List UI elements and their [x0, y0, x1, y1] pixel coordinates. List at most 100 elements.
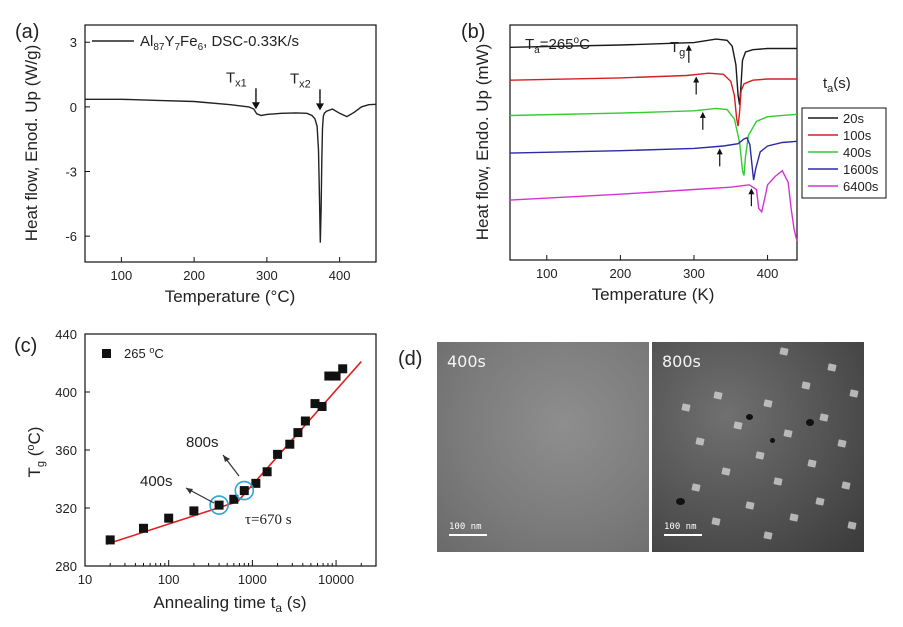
precipitate-particle [745, 501, 755, 510]
panel-c-arrow-400s-head [186, 488, 193, 494]
precipitate-particle [783, 429, 793, 438]
panel-b-tg-arrowhead [685, 44, 692, 51]
precipitate-particle [695, 437, 705, 446]
panel-c-y-ticks: 280 320 360 400 440 [55, 327, 90, 574]
panel-c-data-point [338, 364, 348, 374]
panel-a-dsc-curve [85, 98, 377, 243]
precipitate-particle [841, 481, 851, 490]
panel-c-data-point [310, 399, 320, 409]
panel-b-tg-arrowhead [748, 188, 755, 195]
panel-c-data-point [300, 416, 310, 426]
panel-a-y-ticks: 3 0 -3 -6 [65, 35, 90, 244]
micrograph-800s-scale-bar [664, 534, 702, 536]
panel-c-annotation-800s: 800s [186, 434, 219, 451]
panel-b-curve-100s [509, 72, 797, 127]
panel-b-legend-title: ta(s) [823, 75, 851, 95]
micrograph-400s-scale-text: 100 nm [449, 522, 482, 532]
panel-b: (b) 100 200 300 400 Ta=265oC Tg ta(s) 20s 10… [461, 21, 887, 304]
dark-inclusion [676, 498, 685, 505]
panel-c-data-point [331, 371, 341, 381]
panel-b-label: (b) [461, 21, 485, 43]
panel-a-legend-text: Al87Y7Fe6, DSC-0.33K/s [140, 33, 299, 53]
precipitate-particle [763, 531, 773, 540]
panel-c-data-point [317, 402, 327, 411]
panel-a-annotation-arrowhead [251, 102, 260, 110]
panel-b-tg-arrowhead [693, 76, 700, 83]
panel-c-data-point [138, 523, 148, 533]
dark-inclusion [770, 438, 775, 443]
panel-c-data-point [293, 428, 303, 438]
panel-b-curve-1600s [509, 136, 798, 181]
precipitate-particle [681, 403, 691, 412]
panel-a-y-axis-label: Heat flow, Enod. Up (W/g) [22, 45, 41, 242]
panel-c-y-tick-label: 440 [55, 327, 77, 342]
panel-a-annotation-label: Tx1 [226, 69, 247, 89]
panel-c-data-points [105, 364, 348, 545]
precipitate-particle [733, 421, 743, 430]
precipitate-particle [815, 497, 825, 506]
panel-b-legend-box [801, 107, 887, 199]
panel-b-curve-6400s [509, 169, 798, 242]
micrograph-800s-label: 800s [662, 352, 701, 371]
panel-a-axes-frame [84, 24, 377, 263]
panel-b-x-ticks: 100 200 300 400 [536, 255, 778, 281]
panel-a-annotation-label: Tx2 [290, 70, 311, 90]
precipitate-particle [711, 517, 721, 526]
panel-c-x-axis-label: Annealing time ta (s) [153, 593, 306, 615]
panel-c-y-tick-label: 400 [55, 385, 77, 400]
panel-b-x-tick-label: 300 [683, 266, 705, 281]
precipitate-particle [827, 363, 837, 372]
panel-c-legend-text: 265 oC [124, 345, 164, 361]
panel-a-y-tick-label: -3 [65, 165, 77, 180]
panel-b-y-axis-label: Heat flow, Endo. Up (mW) [473, 44, 492, 241]
panel-c-highlight-circle [234, 480, 255, 501]
panel-a-x-tick-label: 100 [111, 268, 133, 283]
panel-c-label: (c) [14, 335, 37, 357]
panel-b-legend-label: 20s [843, 111, 864, 126]
panel-d-label: (d) [398, 348, 422, 370]
panel-c-fit-lines [106, 361, 362, 546]
panel-c-axes-frame [84, 333, 377, 567]
precipitate-particle [819, 413, 829, 422]
panel-a-x-tick-label: 200 [183, 268, 205, 283]
panel-b-legend-label: 400s [843, 145, 872, 160]
panel-b-curve-400s [509, 107, 798, 176]
panel-c-y-tick-label: 360 [55, 443, 77, 458]
precipitate-particle [801, 381, 811, 390]
panel-b-x-tick-label: 200 [610, 266, 632, 281]
micrograph-400s: 400s 100 nm [437, 342, 649, 552]
panel-a-annotation-arrowhead [315, 103, 324, 111]
precipitate-particle [847, 521, 857, 530]
dark-inclusion [806, 419, 814, 426]
precipitate-particle [807, 459, 817, 468]
precipitate-particle [713, 391, 723, 400]
panel-c-data-point [189, 506, 199, 516]
panel-a-x-ticks: 100 200 300 400 [111, 257, 350, 283]
micrograph-400s-label: 400s [447, 352, 486, 371]
panel-c-data-point [273, 449, 283, 459]
panel-c-legend-marker [102, 349, 111, 358]
panel-c-highlight-circle [209, 495, 229, 515]
panel-b-tg-arrowhead [716, 148, 723, 155]
panel-a-label: (a) [15, 21, 39, 43]
panel-a-x-tick-label: 300 [256, 268, 278, 283]
precipitate-particle [789, 513, 799, 522]
precipitate-particle [691, 483, 701, 492]
precipitate-particle [755, 451, 765, 460]
panel-a-x-axis-label: Temperature (°C) [165, 287, 296, 306]
panel-b-legend-label: 1600s [843, 162, 879, 177]
panel-c-x-tick-label: 1000 [238, 572, 267, 587]
precipitate-particle [721, 467, 731, 476]
panel-c-y-tick-label: 280 [55, 559, 77, 574]
panel-a-y-tick-label: 3 [70, 35, 77, 50]
panel-c-data-point [285, 439, 295, 449]
panel-b-tg-arrows [685, 44, 755, 207]
panel-c-data-point [214, 500, 224, 510]
panel-b-tg-label: Tg [670, 39, 685, 59]
panel-a: (a) 100 200 300 400 3 0 -3 -6 Al87Y7Fe6, DSC-0… [15, 21, 377, 306]
panel-b-legend-entries: 20s 100s 400s 1600s 6400s [808, 111, 879, 194]
panel-c-x-tick-label: 100 [158, 572, 180, 587]
panel-b-legend-label: 100s [843, 128, 872, 143]
panel-c-x-ticks: 10 100 1000 10000 [78, 560, 362, 587]
